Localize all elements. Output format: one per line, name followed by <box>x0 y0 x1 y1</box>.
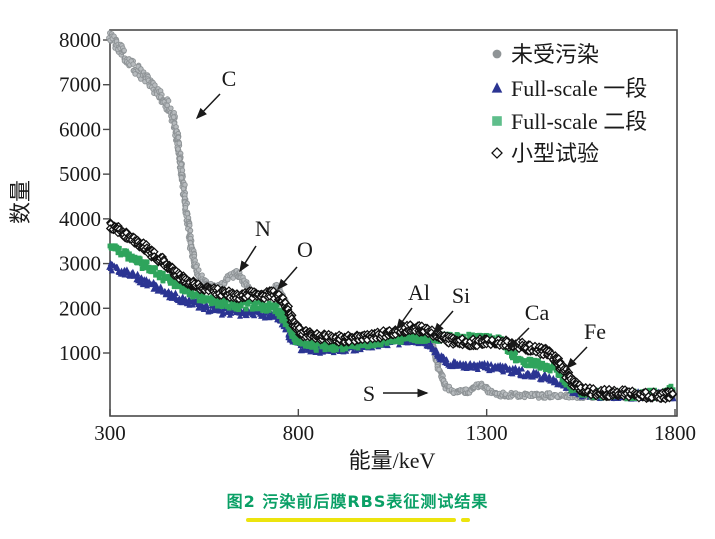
annotation-arrow-Ca <box>506 327 530 351</box>
legend-marker-uncontaminated <box>492 49 502 59</box>
caption-underline-bar <box>245 518 456 522</box>
y-tick-label: 6000 <box>59 117 101 141</box>
legend-label-small-scale-test: 小型试验 <box>511 141 599 166</box>
annotation-arrow-N <box>239 245 257 273</box>
x-tick-label: 1300 <box>466 421 508 445</box>
annotation-arrow-Si <box>433 310 454 335</box>
series-small-scale-test <box>105 218 678 404</box>
x-axis: 300 800 1300 1800 <box>94 409 696 445</box>
annotation-arrow-O <box>277 266 298 291</box>
annotation-arrow-Al <box>396 307 413 331</box>
legend-marker-full-scale-1 <box>491 82 503 93</box>
annotation-label-S: S <box>363 381 375 406</box>
annotation-label-O: O <box>297 237 313 262</box>
figure-caption-text: 图2 污染前后膜RBS表征测试结果 <box>226 492 489 511</box>
y-tick-label: 2000 <box>59 296 101 320</box>
y-tick-label: 3000 <box>59 252 101 276</box>
annotation-label-N: N <box>255 216 271 241</box>
y-axis-title: 数量 <box>8 180 33 224</box>
annotations: C N O Al Si Ca Fe S <box>195 66 606 406</box>
annotation-arrow-C <box>195 93 221 120</box>
legend-marker-small-scale-test <box>491 147 503 159</box>
x-tick-label: 800 <box>283 421 315 445</box>
y-tick-label: 1000 <box>59 341 101 365</box>
x-tick-label: 1800 <box>654 421 696 445</box>
legend-label-uncontaminated: 未受污染 <box>511 42 599 67</box>
annotation-label-Si: Si <box>452 283 470 308</box>
y-tick-label: 8000 <box>59 28 101 52</box>
legend-label-full-scale-1: Full-scale 一段 <box>511 76 647 101</box>
annotation-label-Fe: Fe <box>584 319 606 344</box>
x-tick-label: 300 <box>94 421 126 445</box>
legend-label-full-scale-2: Full-scale 二段 <box>511 109 647 134</box>
annotation-label-C: C <box>222 66 237 91</box>
x-axis-title: 能量/keV <box>349 448 436 473</box>
y-tick-label: 4000 <box>59 207 101 231</box>
legend-marker-full-scale-2 <box>492 116 502 126</box>
y-tick-label: 7000 <box>59 73 101 97</box>
annotation-label-Al: Al <box>408 280 430 305</box>
annotation-arrow-Fe <box>565 346 588 370</box>
figure-caption-underline <box>0 518 715 522</box>
figure-caption: 图2 污染前后膜RBS表征测试结果 <box>0 492 715 522</box>
caption-underline-dash <box>460 518 470 522</box>
y-axis: 1000 2000 3000 4000 5000 6000 7000 8000 <box>59 28 110 365</box>
y-tick-label: 5000 <box>59 162 101 186</box>
annotation-label-Ca: Ca <box>525 300 550 325</box>
